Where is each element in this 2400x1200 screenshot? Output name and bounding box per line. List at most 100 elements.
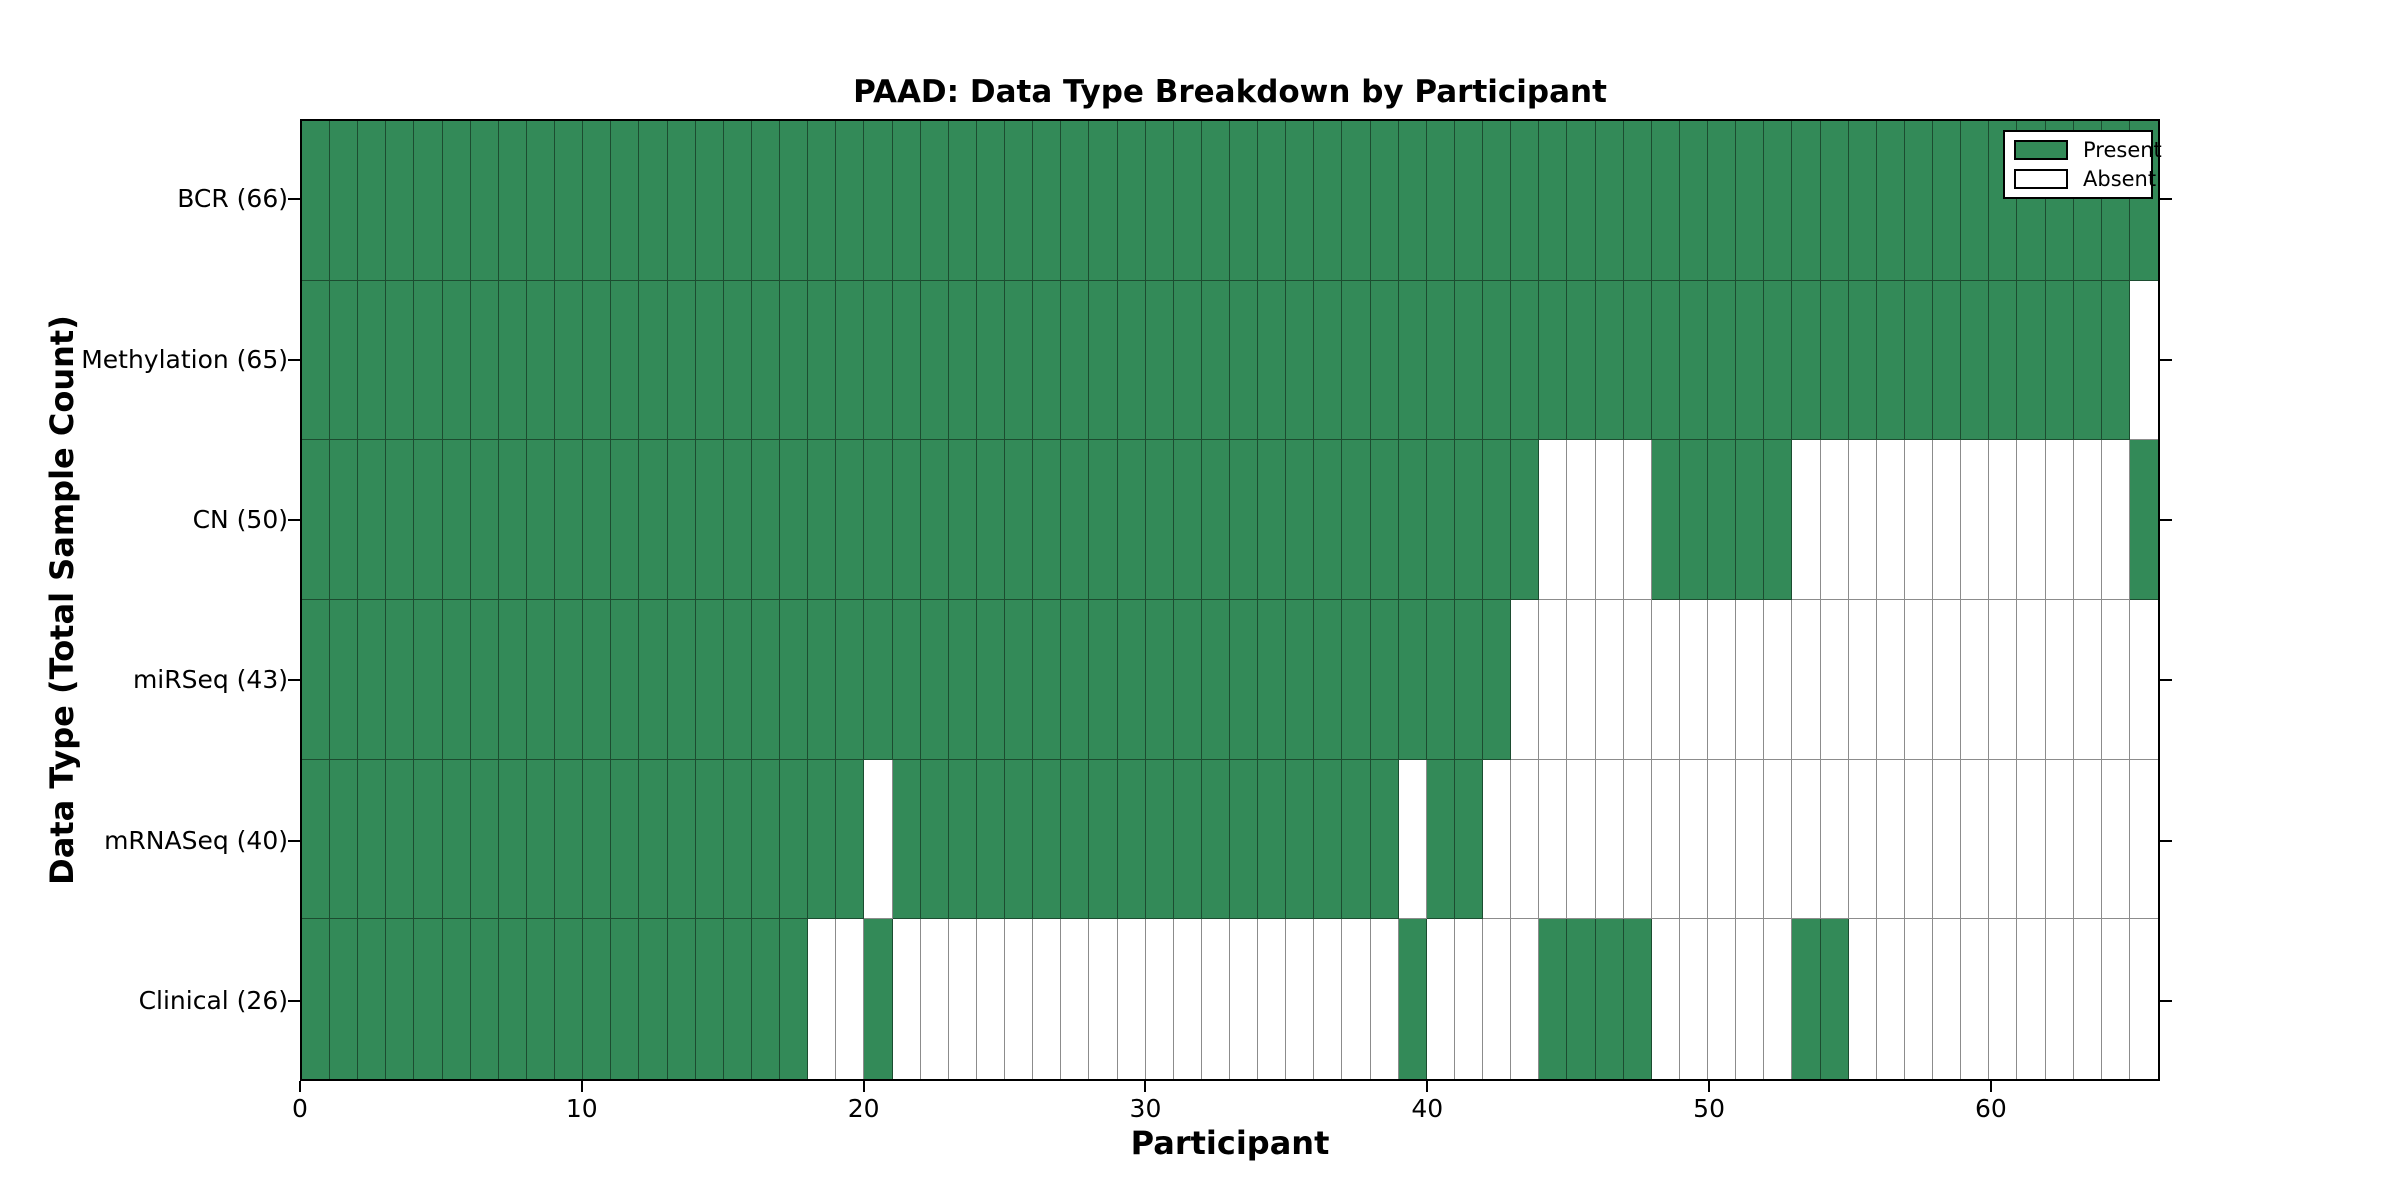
matrix-cell <box>442 440 471 600</box>
matrix-cell <box>1454 280 1484 441</box>
matrix-cell <box>948 440 977 600</box>
x-tick-label: 0 <box>292 1094 308 1123</box>
matrix-cell <box>1848 280 1877 441</box>
matrix-cell <box>1567 759 1596 920</box>
matrix-cell <box>780 919 809 1079</box>
matrix-cell <box>386 919 415 1079</box>
matrix-cell <box>1961 280 1990 441</box>
matrix-cell <box>1595 121 1624 281</box>
x-tick-label: 30 <box>1129 1094 1162 1123</box>
chart-title: PAAD: Data Type Breakdown by Participant <box>853 74 1607 110</box>
matrix-cell <box>1454 440 1484 600</box>
matrix-cell <box>976 919 1006 1079</box>
matrix-cell <box>1342 600 1371 760</box>
matrix-cell <box>976 600 1006 760</box>
y-axis-label: Data Type (Total Sample Count) <box>43 315 81 885</box>
matrix-cell <box>1117 600 1146 760</box>
matrix-cell <box>639 280 668 441</box>
matrix-cell <box>1145 919 1174 1079</box>
matrix-cell <box>611 759 640 920</box>
matrix-cell <box>1848 121 1877 281</box>
matrix-cell <box>555 280 584 441</box>
matrix-cell <box>1651 121 1680 281</box>
matrix-cell <box>1933 759 1962 920</box>
matrix-cell <box>1145 440 1174 600</box>
matrix-cell <box>1764 121 1793 281</box>
matrix-cell <box>1061 280 1090 441</box>
matrix-cell <box>1005 440 1034 600</box>
matrix-cell <box>751 121 781 281</box>
matrix-cell <box>1370 600 1399 760</box>
matrix-cell <box>1426 759 1455 920</box>
matrix-cell <box>526 919 556 1079</box>
matrix-cell <box>2101 919 2130 1079</box>
matrix-cell <box>1876 759 1905 920</box>
matrix-cell <box>1876 440 1905 600</box>
matrix-cell <box>358 759 387 920</box>
y-tick-mark <box>288 999 300 1002</box>
matrix-cell <box>583 440 612 600</box>
matrix-cell <box>302 280 331 441</box>
matrix-cell <box>555 600 584 760</box>
matrix-cell <box>920 759 949 920</box>
matrix-cell <box>1623 759 1652 920</box>
matrix-cell <box>723 280 752 441</box>
matrix-cell <box>555 440 584 600</box>
matrix-cell <box>1933 440 1962 600</box>
matrix-cell <box>976 759 1006 920</box>
matrix-cell <box>1483 280 1512 441</box>
plot-area: Present Absent <box>300 119 2162 1081</box>
matrix-cell <box>358 440 387 600</box>
matrix-cell <box>2017 759 2046 920</box>
matrix-cell <box>695 600 724 760</box>
matrix-cell <box>695 121 724 281</box>
matrix-cell <box>386 440 415 600</box>
matrix-cell <box>723 440 752 600</box>
matrix-cell <box>1904 280 1934 441</box>
matrix-cell <box>1201 280 1230 441</box>
matrix-cell <box>1454 759 1484 920</box>
matrix-cell <box>386 280 415 441</box>
matrix-cell <box>1173 121 1202 281</box>
matrix-cell <box>1736 440 1765 600</box>
matrix-cell <box>2017 440 2046 600</box>
matrix-cell <box>751 600 781 760</box>
matrix-cell <box>1370 759 1399 920</box>
matrix-cell <box>1145 280 1174 441</box>
matrix-cell <box>1539 759 1568 920</box>
matrix-cell <box>2045 600 2074 760</box>
matrix-cell <box>1764 440 1793 600</box>
matrix-cell <box>1764 280 1793 441</box>
matrix-cell <box>1483 440 1512 600</box>
matrix-cell <box>1595 280 1624 441</box>
matrix-cell <box>920 440 949 600</box>
matrix-cell <box>442 121 471 281</box>
matrix-cell <box>639 600 668 760</box>
matrix-cell <box>1764 919 1793 1079</box>
matrix-cell <box>1398 121 1427 281</box>
legend-present-swatch <box>2014 140 2068 160</box>
matrix-cell <box>1989 919 2018 1079</box>
matrix-cell <box>1820 280 1849 441</box>
matrix-cell <box>386 600 415 760</box>
matrix-cell <box>1989 759 2018 920</box>
matrix-cell <box>2045 919 2074 1079</box>
matrix-cell <box>1370 280 1399 441</box>
matrix-cell <box>1651 280 1680 441</box>
matrix-cell <box>836 759 865 920</box>
matrix-cell <box>1173 600 1202 760</box>
matrix-cell <box>1595 600 1624 760</box>
matrix-cell <box>1792 121 1821 281</box>
matrix-cell <box>1061 919 1090 1079</box>
matrix-cell <box>667 121 696 281</box>
matrix-cell <box>1539 280 1568 441</box>
matrix-cell <box>1904 600 1934 760</box>
matrix-cell <box>1258 759 1287 920</box>
matrix-cell <box>1623 600 1652 760</box>
matrix-cell <box>808 121 837 281</box>
matrix-cell <box>836 440 865 600</box>
matrix-cell <box>695 759 724 920</box>
matrix-cell <box>2017 919 2046 1079</box>
matrix-cell <box>920 280 949 441</box>
